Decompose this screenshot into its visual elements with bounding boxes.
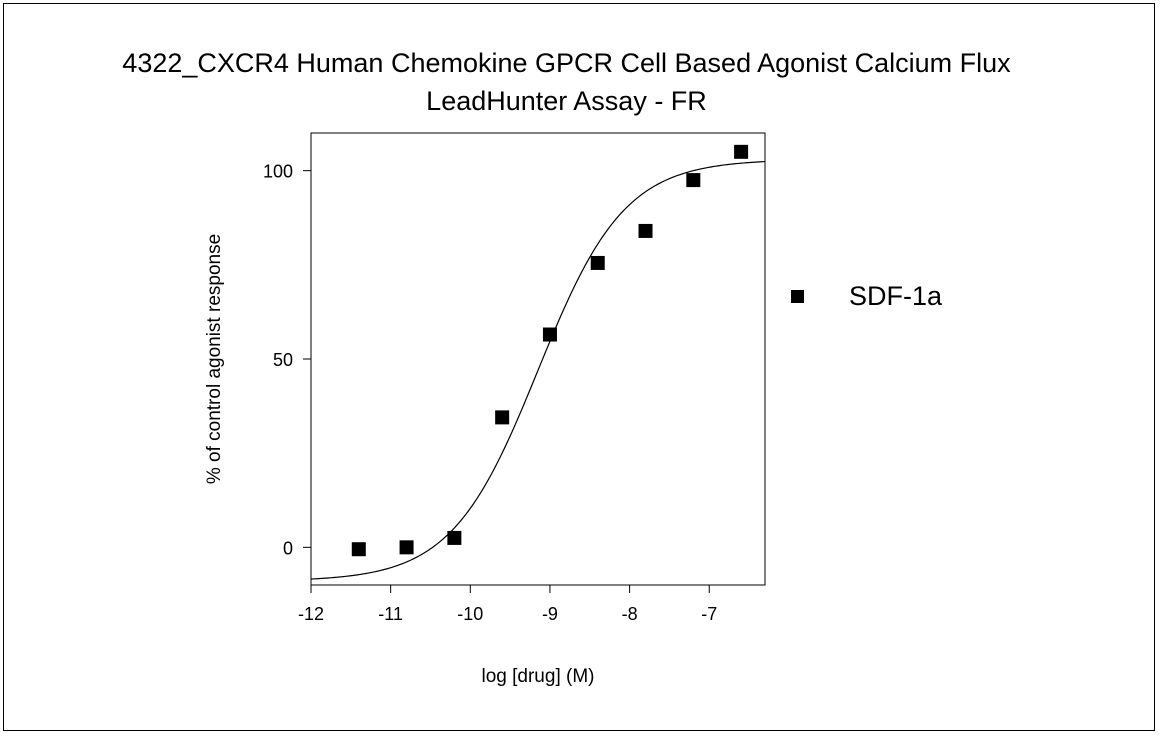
data-point-sdf-1a: [399, 540, 414, 555]
y-tick-label: 100: [263, 162, 293, 182]
chart-plot: -12 -11 -10 -9 -8 -7 0 50 100 log [drug] (M) % …: [204, 132, 943, 687]
data-point-sdf-1a: [542, 327, 557, 342]
data-point-sdf-1a: [495, 410, 510, 425]
x-tick-label: -12: [298, 604, 324, 624]
x-tick-label: -10: [457, 604, 483, 624]
chart-frame: 4322_CXCR4 Human Chemokine GPCR Cell Bas…: [3, 3, 1155, 731]
legend-label-sdf-1a: SDF-1a: [849, 281, 943, 311]
x-tick-label: -9: [542, 604, 558, 624]
y-tick-label: 50: [273, 350, 293, 370]
data-point-sdf-1a: [686, 173, 701, 188]
fit-curve: [310, 160, 766, 580]
x-tick-label: -11: [378, 604, 403, 624]
legend: SDF-1a: [791, 281, 943, 311]
chart-title: 4322_CXCR4 Human Chemokine GPCR Cell Bas…: [122, 48, 1011, 78]
data-point-sdf-1a: [351, 542, 366, 557]
x-tick-label: -8: [622, 604, 638, 624]
data-point-sdf-1a: [590, 255, 605, 270]
chart-subtitle: LeadHunter Assay - FR: [426, 86, 707, 116]
plot-area-border: [310, 132, 766, 586]
y-tick-label: 0: [283, 538, 293, 558]
data-point-sdf-1a: [638, 223, 653, 238]
legend-marker-sdf-1a: [791, 290, 804, 303]
data-point-sdf-1a: [734, 144, 749, 159]
x-tick-label: -7: [701, 604, 717, 624]
data-point-sdf-1a: [447, 530, 462, 545]
y-axis-label: % of control agonist response: [204, 234, 225, 484]
x-axis-label: log [drug] (M): [482, 666, 595, 687]
